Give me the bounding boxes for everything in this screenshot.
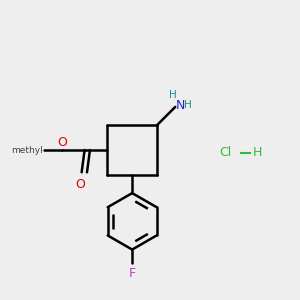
Text: O: O: [75, 178, 85, 190]
Text: H: H: [253, 146, 262, 160]
Text: O: O: [57, 136, 67, 148]
Text: H: H: [169, 90, 177, 100]
Text: F: F: [129, 267, 136, 280]
Text: Cl: Cl: [220, 146, 232, 160]
Text: H: H: [184, 100, 192, 110]
Text: N: N: [175, 99, 184, 112]
Text: methyl: methyl: [11, 146, 43, 154]
